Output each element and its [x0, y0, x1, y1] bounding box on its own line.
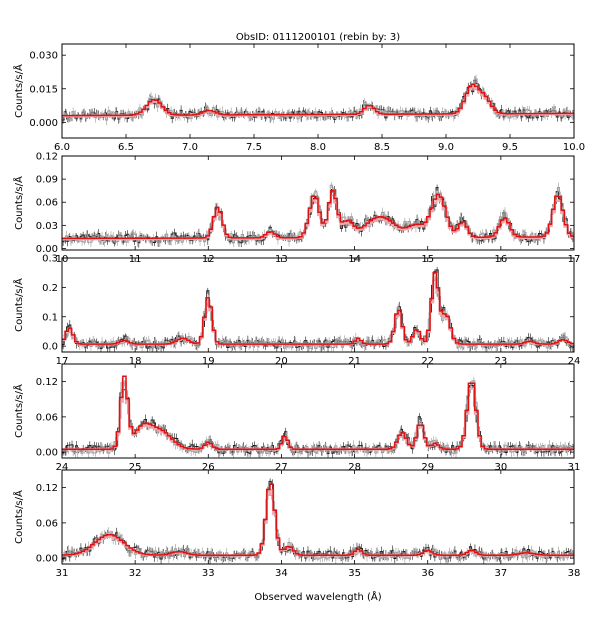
x-tick-label: 25	[129, 462, 142, 473]
y-tick-label: 0.06	[36, 518, 58, 529]
x-tick-label: 32	[129, 568, 142, 579]
panel-5: 31 32 33 34 35 36 37 38 0.00 0.06 0.12 Counts/s/Å	[12, 469, 581, 579]
plot-frame	[61, 469, 575, 565]
y-tick-label: 0.2	[42, 283, 58, 294]
x-tick-label: 35	[348, 568, 361, 579]
panel-4-data	[62, 375, 574, 458]
model-curve-2	[62, 83, 574, 117]
y-tick-label: 0.12	[36, 483, 58, 494]
y-tick-label: 0.00	[36, 448, 58, 459]
y-axis-label: Counts/s/Å	[12, 384, 25, 438]
x-tick-label: 23	[494, 356, 507, 367]
x-tick-label: 17	[56, 356, 69, 367]
x-tick-label: 29	[421, 462, 434, 473]
x-tick-label: 28	[348, 462, 361, 473]
y-tick-label: 0.030	[29, 51, 58, 62]
y-tick-label: 0.12	[36, 377, 58, 388]
x-tick-label: 31	[56, 568, 69, 579]
figure-title: ObsID: 0111200101 (rebin by: 3)	[236, 32, 400, 43]
x-tick-label: 22	[421, 356, 434, 367]
panel-2: 10 11 12 13 14 15 16 170.000.030.060.090.12Coun…	[12, 152, 580, 266]
x-tick-label: 19	[202, 356, 215, 367]
x-tick-label: 27	[275, 462, 288, 473]
x-tick-label: 34	[275, 568, 288, 579]
model-curve-2	[62, 189, 574, 240]
data-series-1	[62, 384, 574, 455]
plot-frame	[61, 257, 575, 353]
data-series-1	[62, 269, 574, 349]
plot-frame	[61, 155, 575, 251]
model-curve-1	[62, 381, 574, 451]
y-axis-label: Counts/s/Å	[12, 64, 25, 118]
y-tick-label: 0.00	[36, 244, 58, 255]
x-tick-label: 20	[275, 356, 288, 367]
panel-1: 6.0 6.5 7.0 7.5 8.0 8.5 9.0 9.5 10.0 0.000 0.015 0.…	[12, 43, 585, 153]
x-tick-label: 10.0	[563, 142, 585, 153]
y-tick-label: 0.0	[42, 342, 58, 353]
x-tick-label: 21	[348, 356, 361, 367]
panel-1-data	[62, 74, 574, 126]
y-tick-label: 0.015	[29, 84, 58, 95]
model-curve-2	[62, 375, 574, 450]
y-tick-label: 0.06	[36, 412, 58, 423]
spectrum-panels: 6.0 6.5 7.0 7.5 8.0 8.5 9.0 9.5 10.0 0.000 0.015 0.…	[12, 43, 585, 579]
x-tick-label: 8.5	[374, 142, 390, 153]
x-tick-label: 7.0	[182, 142, 198, 153]
x-tick-label: 26	[202, 462, 215, 473]
y-tick-label: 0.03	[36, 221, 58, 232]
plot-frame	[61, 43, 575, 139]
panel-4: 24 25 26 27 28 29 30 31 0.00 0.06 0.12 Counts/s/Å	[12, 363, 581, 473]
y-tick-label: 0.09	[36, 175, 58, 186]
x-tick-label: 9.5	[502, 142, 518, 153]
x-tick-label: 7.5	[246, 142, 262, 153]
x-tick-label: 36	[421, 568, 434, 579]
y-tick-label: 0.00	[36, 554, 58, 565]
x-tick-label: 9.0	[438, 142, 454, 153]
panel-5-data	[62, 478, 574, 564]
x-tick-label: 30	[494, 462, 507, 473]
y-tick-label: 0.06	[36, 198, 58, 209]
panel-3-data	[62, 266, 574, 352]
panel-3: 17 18 19 20 21 22 23 24 0.0 0.1 0.2 0.3 Counts/s/Å	[12, 254, 580, 368]
x-tick-label: 18	[129, 356, 142, 367]
x-tick-label: 24	[56, 462, 69, 473]
data-series-2	[63, 278, 574, 349]
x-tick-label: 6.0	[54, 142, 70, 153]
x-tick-label: 33	[202, 568, 215, 579]
x-axis-label: Observed wavelength (Å)	[254, 590, 381, 603]
y-axis-label: Counts/s/Å	[12, 176, 25, 230]
x-tick-label: 24	[568, 356, 581, 367]
plot-frame	[61, 363, 575, 459]
model-curve-1	[62, 277, 574, 346]
model-curve-2	[62, 271, 574, 345]
y-tick-label: 0.1	[42, 312, 58, 323]
data-series-2	[63, 488, 574, 561]
y-tick-label: 0.12	[36, 152, 58, 163]
x-tick-label: 38	[568, 568, 581, 579]
y-axis-label: Counts/s/Å	[12, 278, 25, 332]
y-tick-label: 0.3	[42, 254, 58, 265]
x-tick-label: 37	[494, 568, 507, 579]
x-tick-label: 31	[568, 462, 581, 473]
model-curve-2	[62, 483, 574, 556]
x-tick-label: 6.5	[118, 142, 134, 153]
x-tick-label: 8.0	[310, 142, 326, 153]
y-axis-label: Counts/s/Å	[12, 490, 25, 544]
panel-2-data	[62, 182, 574, 248]
y-tick-label: 0.000	[29, 118, 58, 129]
